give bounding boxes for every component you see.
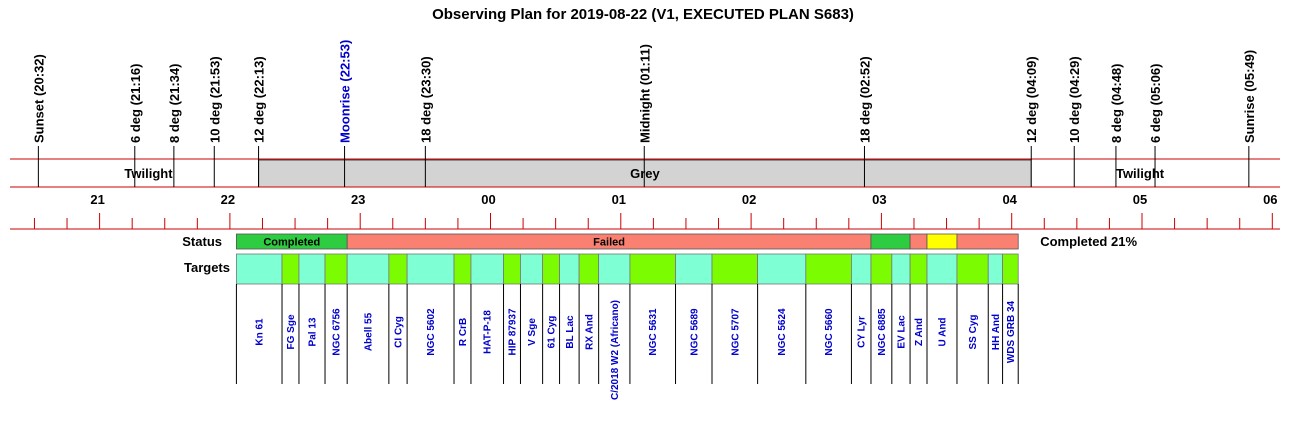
target-name: RX And bbox=[584, 314, 595, 350]
target-name: Pal 13 bbox=[307, 317, 318, 346]
status-segment-completed bbox=[870, 233, 911, 250]
target-name: HH And bbox=[991, 314, 1002, 350]
target-name: NGC 6885 bbox=[877, 308, 888, 356]
status-segment-label: Completed bbox=[263, 237, 320, 249]
hour-tick-label: 22 bbox=[221, 192, 235, 207]
target-name: NGC 5602 bbox=[426, 308, 437, 356]
target-block bbox=[598, 253, 631, 285]
target-block bbox=[891, 253, 911, 285]
target-name: WDS GRB 34 bbox=[1006, 300, 1017, 363]
target-block bbox=[470, 253, 504, 285]
target-block bbox=[926, 253, 958, 285]
hour-tick-label: 00 bbox=[481, 192, 495, 207]
target-name: R CrB bbox=[458, 318, 469, 346]
chart-title: Observing Plan for 2019-08-22 (V1, EXECU… bbox=[432, 6, 854, 23]
band-label: Twilight bbox=[1116, 166, 1165, 181]
hour-tick-label: 03 bbox=[872, 192, 886, 207]
band-label: Grey bbox=[630, 166, 660, 181]
band-grey bbox=[258, 159, 1032, 188]
target-name: SS Cyg bbox=[968, 314, 979, 349]
event-label: 8 deg (04:48) bbox=[1109, 64, 1124, 143]
target-name: CY Lyr bbox=[857, 316, 868, 348]
target-block bbox=[236, 253, 283, 285]
target-name: Kn 61 bbox=[255, 318, 266, 346]
event-label: 8 deg (21:34) bbox=[167, 64, 182, 143]
band-twilight bbox=[38, 160, 259, 187]
status-segment-partial bbox=[926, 233, 958, 250]
target-name: NGC 5624 bbox=[777, 308, 788, 356]
band-label: Twilight bbox=[124, 166, 173, 181]
event-label: Sunrise (05:49) bbox=[1242, 50, 1257, 143]
target-name: Z And bbox=[914, 318, 925, 346]
status-segment-failed bbox=[909, 233, 928, 250]
target-block bbox=[298, 253, 326, 285]
target-name: Abell 55 bbox=[364, 312, 375, 351]
target-block bbox=[987, 253, 1003, 285]
hour-tick-label: 05 bbox=[1133, 192, 1147, 207]
event-label: 18 deg (02:52) bbox=[857, 56, 872, 143]
target-block bbox=[503, 253, 521, 285]
event-label: 10 deg (21:53) bbox=[207, 56, 222, 143]
target-block bbox=[520, 253, 544, 285]
target-block bbox=[629, 253, 676, 285]
event-label: Midnight (01:11) bbox=[637, 44, 652, 143]
target-name: 61 Cyg bbox=[547, 316, 558, 349]
target-name: U And bbox=[937, 317, 948, 346]
target-block bbox=[757, 253, 807, 285]
target-name: NGC 5660 bbox=[824, 308, 835, 356]
target-name: V Sge bbox=[527, 318, 538, 346]
event-label: 18 deg (23:30) bbox=[418, 56, 433, 143]
target-block bbox=[675, 253, 713, 285]
target-block bbox=[388, 253, 408, 285]
target-block bbox=[542, 253, 560, 285]
target-name: C/2018 W2 (Africano) bbox=[610, 300, 621, 400]
target-name: NGC 6756 bbox=[332, 308, 343, 356]
target-block bbox=[1002, 253, 1019, 285]
targets-row-label: Targets bbox=[184, 260, 230, 275]
event-label: 10 deg (04:29) bbox=[1067, 56, 1082, 143]
event-label: 6 deg (05:06) bbox=[1148, 64, 1163, 143]
target-name: NGC 5707 bbox=[730, 308, 741, 356]
target-name: HAT-P-18 bbox=[483, 310, 494, 354]
band-twilight bbox=[1031, 160, 1249, 187]
target-block bbox=[578, 253, 600, 285]
event-label: 12 deg (22:13) bbox=[252, 56, 267, 143]
event-label: 12 deg (04:09) bbox=[1024, 56, 1039, 143]
target-block bbox=[956, 253, 989, 285]
status-summary: Completed 21% bbox=[1040, 234, 1137, 249]
hour-tick-label: 21 bbox=[90, 192, 104, 207]
target-block bbox=[805, 253, 852, 285]
status-segment-label: Failed bbox=[593, 237, 625, 249]
target-block bbox=[559, 253, 580, 285]
target-name: BL Lac bbox=[565, 315, 576, 349]
target-name: EV Lac bbox=[896, 315, 907, 349]
target-block bbox=[909, 253, 928, 285]
target-block bbox=[406, 253, 455, 285]
event-label: 6 deg (21:16) bbox=[128, 64, 143, 143]
target-block bbox=[346, 253, 390, 285]
target-block bbox=[281, 253, 300, 285]
event-label: Moonrise (22:53) bbox=[338, 40, 353, 143]
target-name: HIP 87937 bbox=[507, 308, 518, 356]
target-block bbox=[324, 253, 348, 285]
target-block bbox=[870, 253, 893, 285]
target-block bbox=[453, 253, 472, 285]
event-label: Sunset (20:32) bbox=[31, 54, 46, 143]
target-name: CI Cyg bbox=[393, 316, 404, 348]
target-block bbox=[711, 253, 759, 285]
status-segment-failed bbox=[956, 233, 1019, 250]
hour-tick-label: 01 bbox=[612, 192, 626, 207]
status-row-label: Status bbox=[182, 234, 222, 249]
target-block bbox=[851, 253, 872, 285]
hour-tick-label: 23 bbox=[351, 192, 365, 207]
target-name: NGC 5631 bbox=[648, 308, 659, 356]
hour-tick-label: 06 bbox=[1263, 192, 1277, 207]
target-name: FG Sge bbox=[286, 314, 297, 349]
target-name: NGC 5689 bbox=[689, 308, 700, 356]
hour-tick-label: 04 bbox=[1002, 192, 1017, 207]
hour-tick-label: 02 bbox=[742, 192, 756, 207]
